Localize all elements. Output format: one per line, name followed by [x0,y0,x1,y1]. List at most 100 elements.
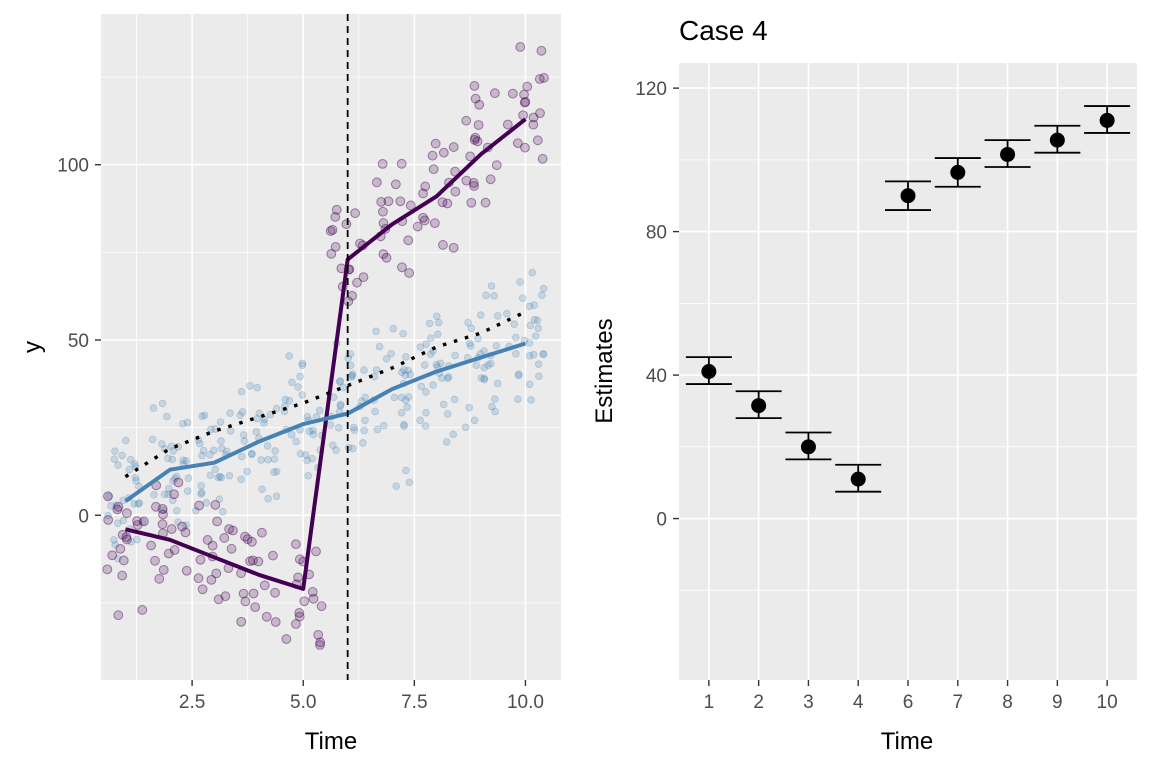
control-point [219,507,227,516]
control-point [425,319,434,328]
left-plot-grid [101,14,561,680]
control-point [371,407,379,416]
treated-point [177,521,187,532]
right-plot-y-ticks: 0 40 80 120 [635,79,679,531]
treated-point [438,147,449,158]
control-point [288,378,296,387]
treated-point [212,516,223,527]
treated-point [473,120,484,130]
treated-point [117,529,128,540]
control-point [270,455,279,463]
control-point [132,477,140,485]
control-point [516,278,524,286]
control-point [183,487,192,495]
control-point [298,359,307,368]
control-point [172,506,181,515]
control-point [406,370,415,379]
treated-point [151,501,161,512]
control-point [390,393,399,402]
control-point [182,457,190,465]
control-point [264,494,272,503]
treated-point [219,533,230,543]
control-point [533,316,542,325]
control-point [539,284,548,293]
treated-point [137,605,148,615]
control-point [248,449,256,458]
control-point [133,535,141,544]
treated-point [157,503,168,514]
treated-point [158,564,169,575]
control-point [198,451,206,460]
control-point [217,437,225,445]
treated-point [442,198,453,209]
control-point [110,536,118,544]
treated-point [202,535,213,545]
control-point [130,500,139,508]
control-point [240,437,249,445]
control-point [257,456,265,464]
treated-point [291,539,301,550]
control-point [514,371,523,380]
control-point [118,451,126,460]
control-point [539,350,547,358]
control-point [372,366,381,374]
control-point [360,366,368,374]
control-point [373,425,382,434]
control-point [493,311,502,320]
control-point [214,473,222,482]
control-point [126,455,135,464]
control-point [217,473,226,482]
treated-point [325,226,336,236]
control-point [110,455,119,463]
control-point [348,371,356,380]
control-point [397,368,406,377]
control-point [150,490,158,499]
estimate-point [900,188,916,204]
control-point [296,372,304,381]
treated-point [122,508,132,519]
estimate-point [701,364,717,379]
treated-point [193,573,204,584]
control-point [392,482,401,490]
control-point [432,360,441,369]
estimate-point [850,471,866,487]
control-point [464,318,472,327]
control-point [247,450,256,458]
control-point [470,416,479,425]
treated-point [470,132,481,143]
control-point [442,438,451,446]
treated-point [138,516,149,527]
treated-point [330,212,341,222]
treated-point [236,616,247,627]
control-point [298,361,307,370]
treated-point [528,112,539,123]
treated-point [326,248,337,259]
control-point [404,366,413,375]
treated-point [118,555,129,566]
control-point [160,490,169,499]
control-point [184,474,193,482]
control-point [202,499,211,507]
treated-point [115,543,126,554]
treated-point [539,73,549,83]
treated-point [381,252,392,263]
control-point [171,474,179,483]
control-point [402,353,410,361]
control-point [420,361,429,369]
control-point [216,472,224,481]
treated-point [520,96,531,107]
control-point [525,351,534,360]
right-x-tick-label: 10 [1097,692,1118,713]
control-point [246,381,254,390]
control-point [387,349,395,358]
treated-point [259,580,270,591]
control-point [296,449,305,458]
treated-point [350,208,361,219]
treated-point [132,516,142,526]
control-point [382,354,391,363]
left-y-tick-label: 0 [78,506,89,527]
control-point [534,324,543,333]
treated-point [163,548,174,559]
control-point [434,330,442,338]
treated-point [261,611,272,622]
